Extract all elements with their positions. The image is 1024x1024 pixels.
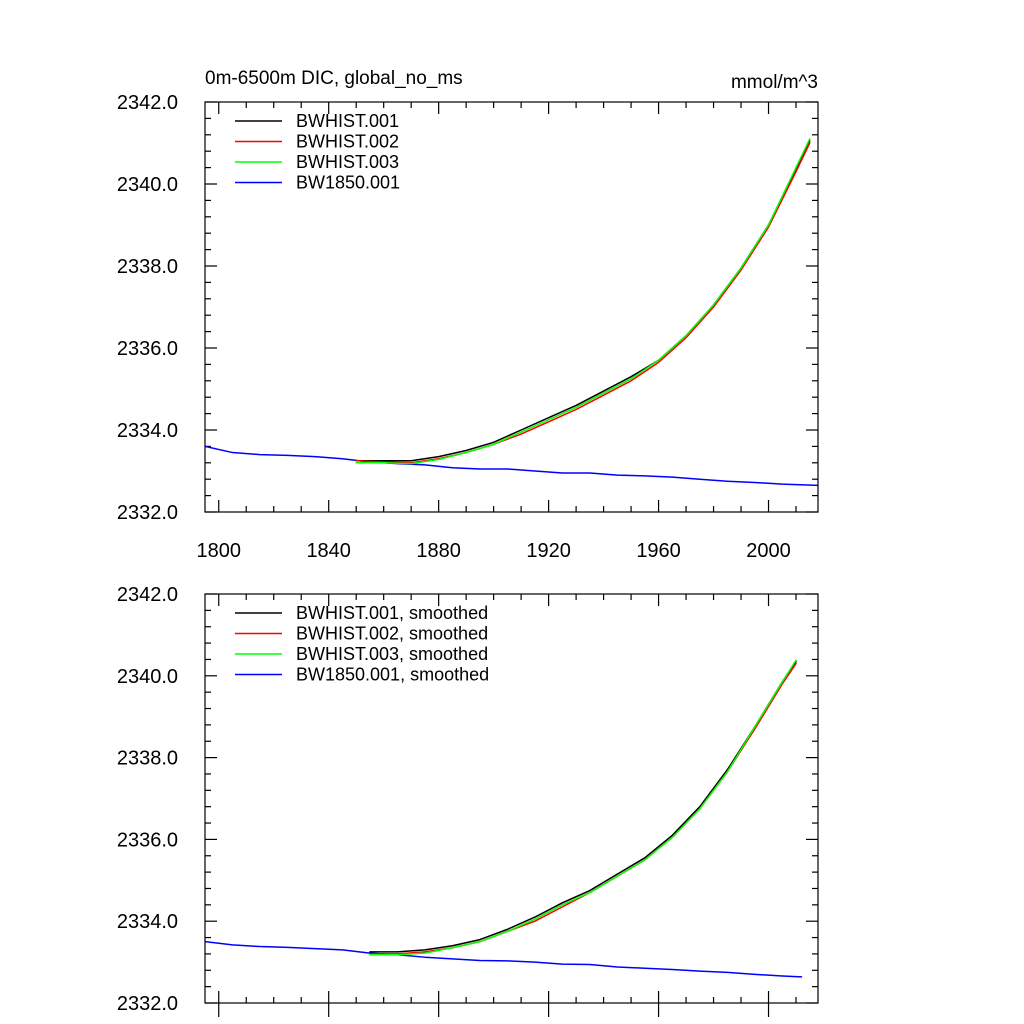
y-tick-label: 2338.0 (117, 256, 178, 278)
series-line-bwhist-002 (355, 142, 811, 464)
y-tick-label: 2332.0 (117, 993, 178, 1015)
units-label: mmol/m^3 (731, 72, 818, 93)
series-line-bw1850-001-smoothed (205, 940, 803, 978)
y-tick-label: 2342.0 (117, 584, 178, 606)
legend-label: BWHIST.003 (296, 152, 399, 172)
series-line-bwhist-001-smoothed (369, 660, 797, 953)
y-tick-label: 2336.0 (117, 338, 178, 360)
legend-label: BW1850.001 (296, 173, 400, 193)
plot-frame (204, 101, 819, 513)
y-tick-label: 2334.0 (117, 911, 178, 933)
x-tick-label: 1920 (526, 540, 571, 562)
legend-label: BW1850.001, smoothed (296, 665, 489, 685)
series-line-bw1850-001 (205, 445, 818, 487)
legend-label: BWHIST.003, smoothed (296, 644, 488, 664)
y-tick-label: 2334.0 (117, 420, 178, 442)
x-tick-label: 2000 (746, 540, 791, 562)
legend-label: BWHIST.001 (296, 111, 399, 131)
chart-title: 0m-6500m DIC, global_no_ms (205, 68, 463, 89)
x-tick-label: 1960 (636, 540, 681, 562)
legend-label: BWHIST.001, smoothed (296, 603, 488, 623)
series-line-bwhist-003 (355, 138, 811, 465)
x-tick-label: 1800 (196, 540, 241, 562)
y-tick-label: 2336.0 (117, 829, 178, 851)
x-tick-label: 1880 (416, 540, 461, 562)
y-tick-label: 2340.0 (117, 174, 178, 196)
legend-label: BWHIST.002, smoothed (296, 624, 488, 644)
y-tick-label: 2342.0 (117, 92, 178, 114)
panel-top: 0m-6500m DIC, global_no_ms mmol/m^3 2332.0… (117, 68, 819, 562)
plot-frame (204, 593, 819, 1004)
panel-bottom: 2332.0 2334.0 2336.0 2338.0 2340.0 2342.0 BWHI… (117, 584, 819, 1017)
series-line-bwhist-002-smoothed (369, 662, 797, 955)
series-line-bwhist-001 (355, 140, 811, 462)
y-tick-label: 2338.0 (117, 748, 178, 770)
y-tick-label: 2340.0 (117, 666, 178, 688)
x-tick-label: 1840 (306, 540, 351, 562)
y-tick-label: 2332.0 (117, 502, 178, 524)
legend-label: BWHIST.002 (296, 132, 399, 152)
series-line-bwhist-003-smoothed (369, 659, 797, 956)
